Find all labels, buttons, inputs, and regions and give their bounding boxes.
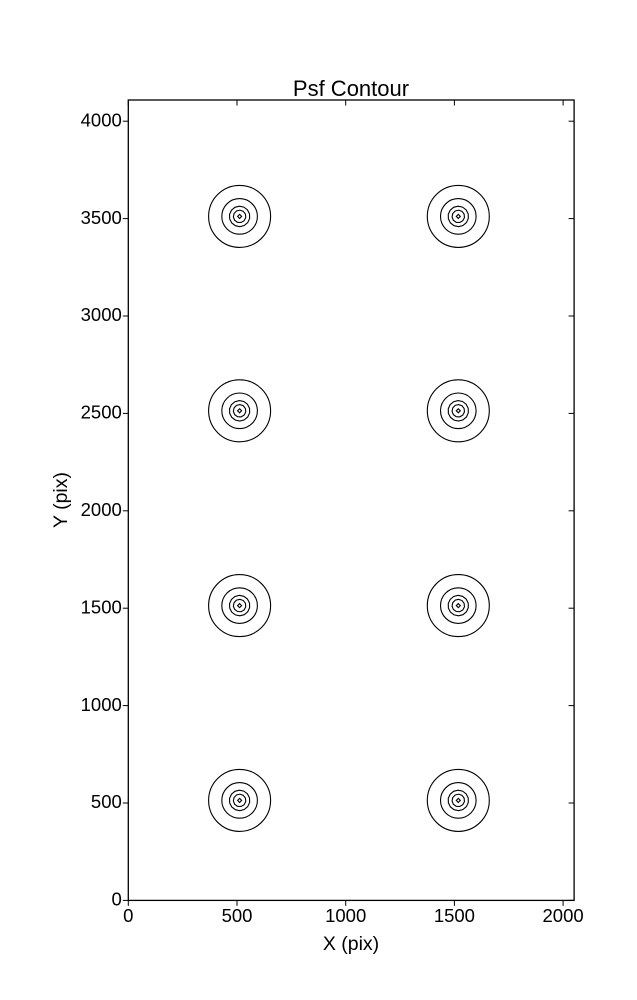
svg-text:2000: 2000 (81, 499, 122, 520)
svg-text:500: 500 (222, 905, 253, 926)
svg-text:1000: 1000 (325, 905, 366, 926)
svg-text:4000: 4000 (81, 109, 122, 130)
svg-text:2500: 2500 (81, 402, 122, 423)
svg-text:500: 500 (91, 791, 122, 812)
svg-text:1500: 1500 (434, 905, 475, 926)
svg-text:0: 0 (112, 889, 122, 910)
svg-text:2000: 2000 (543, 905, 584, 926)
svg-text:1500: 1500 (81, 596, 122, 617)
svg-text:1000: 1000 (81, 694, 122, 715)
svg-text:3500: 3500 (81, 207, 122, 228)
svg-text:0: 0 (123, 905, 133, 926)
svg-text:3000: 3000 (81, 304, 122, 325)
